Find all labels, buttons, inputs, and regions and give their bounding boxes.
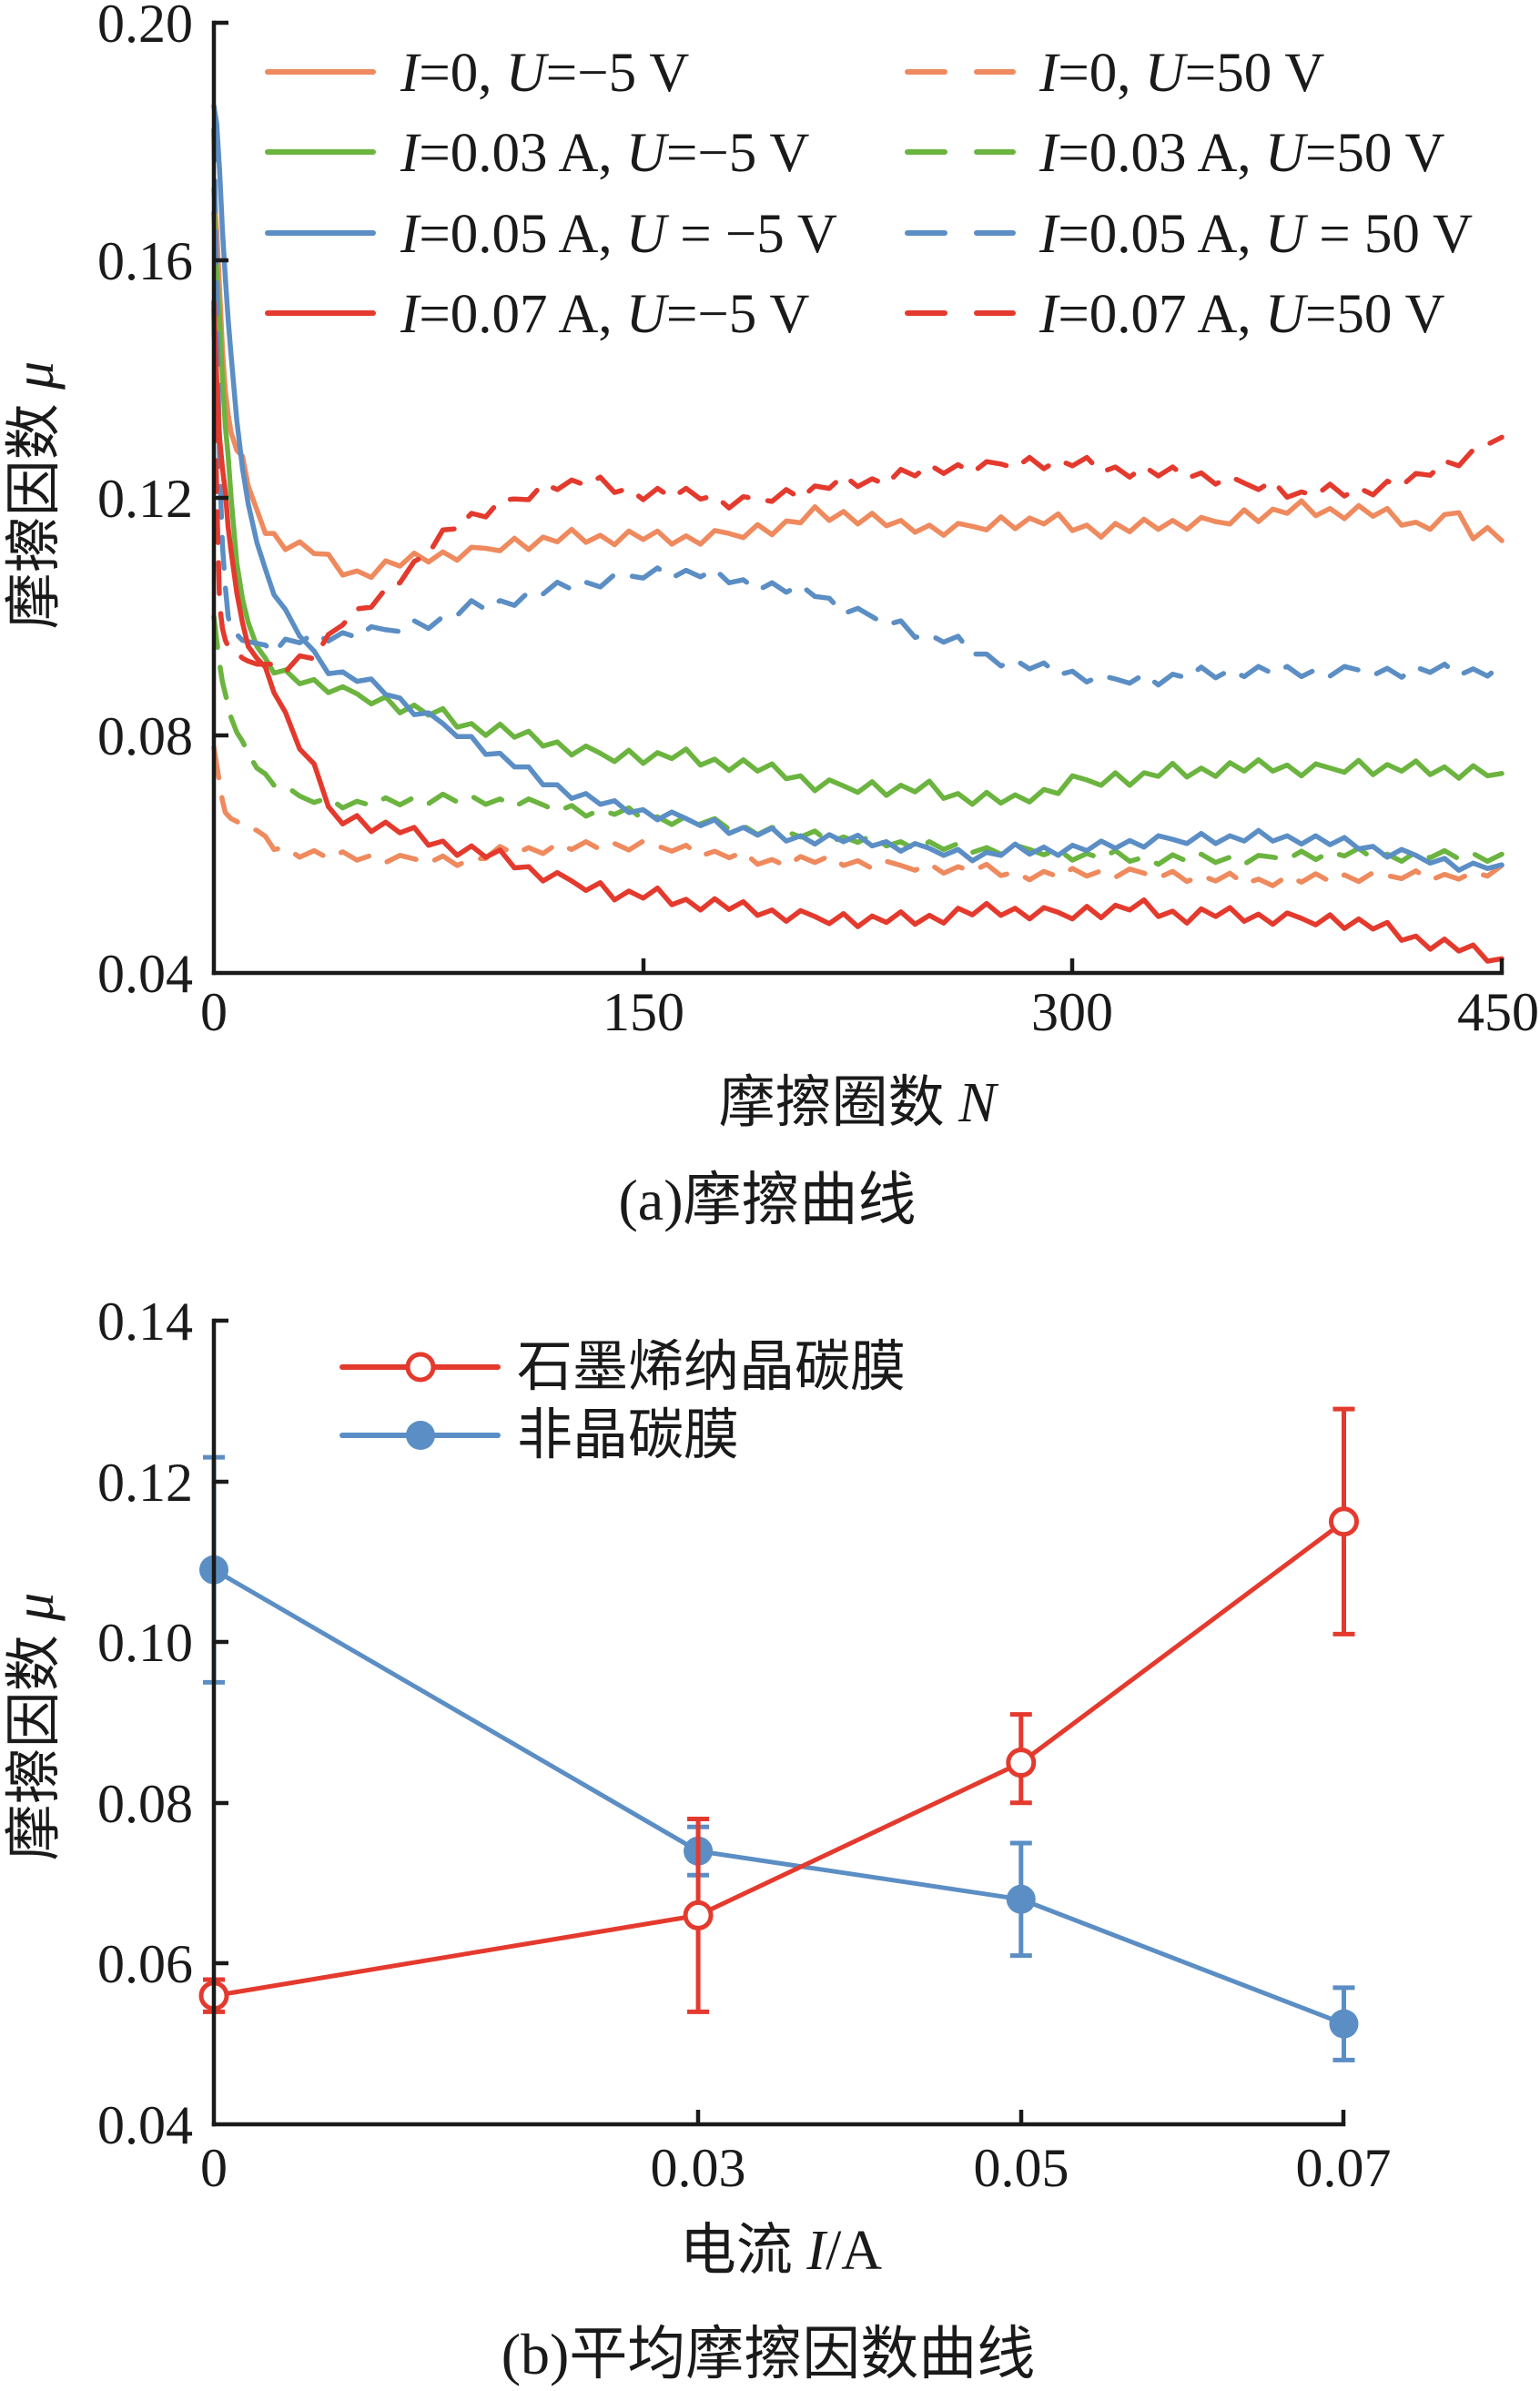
series-line-solid-0 bbox=[211, 186, 1505, 581]
legend-item: 石墨烯纳晶碳膜 bbox=[339, 1337, 906, 1398]
legend-item: 非晶碳膜 bbox=[339, 1405, 739, 1466]
x-tick-label: 150 bbox=[603, 982, 684, 1042]
x-tick-label: 0.03 bbox=[651, 2138, 746, 2198]
legend-item: I=0.05 A, U = −5 V bbox=[265, 204, 837, 265]
panel-a-friction-curves: 0.04 0.08 0.12 0.16 0.20 0 150 300 450 摩… bbox=[4, 0, 1539, 1232]
legend-item: I=0.03 A, U=−5 V bbox=[265, 123, 810, 184]
legend-item: I=0, U=−5 V bbox=[265, 43, 689, 104]
legend-label: I=0.07 A, U=−5 V bbox=[400, 284, 810, 345]
y-tick-label: 0.06 bbox=[97, 1934, 193, 1994]
legend-item: I=0.03 A, U=50 V bbox=[905, 123, 1445, 184]
legend-label: I=0.07 A, U=50 V bbox=[1038, 284, 1445, 345]
legend-label: 石墨烯纳晶碳膜 bbox=[517, 1337, 906, 1398]
legend: I=0, U=−5 V I=0, U=50 V I=0.03 A, U=−5 V… bbox=[265, 43, 1473, 345]
legend-label: I=0.05 A, U = 50 V bbox=[1038, 204, 1473, 265]
legend-label: I=0, U=−5 V bbox=[400, 43, 689, 104]
x-tick-label: 0 bbox=[200, 2138, 228, 2198]
x-axis-label: 电流 I/A bbox=[680, 2220, 882, 2282]
data-point bbox=[1006, 1884, 1036, 1914]
series-line-solid-2 bbox=[211, 210, 1505, 807]
y-tick-label: 0.12 bbox=[97, 469, 193, 529]
data-point bbox=[1329, 1506, 1359, 1537]
panel-b-average-friction: 0.04 0.06 0.08 0.10 0.12 0.14 0 0.03 0.0… bbox=[4, 1292, 1392, 2386]
legend-label: I=0.03 A, U=−5 V bbox=[400, 123, 810, 184]
y-tick-label: 0.04 bbox=[97, 944, 193, 1004]
plot-area bbox=[198, 1406, 1359, 2062]
y-tick-label: 0.20 bbox=[97, 0, 193, 54]
data-point bbox=[683, 1900, 714, 1930]
legend-label: I=0.03 A, U=50 V bbox=[1038, 123, 1445, 184]
x-axis-label: 摩擦圈数 N bbox=[719, 1072, 1000, 1134]
x-tick-label: 0 bbox=[200, 982, 228, 1042]
series-line-dashed-1 bbox=[211, 745, 1505, 888]
y-tick-label: 0.16 bbox=[97, 231, 193, 291]
x-tick-label: 450 bbox=[1457, 982, 1539, 1042]
y-tick-label: 0.08 bbox=[97, 706, 193, 766]
series-line bbox=[212, 1567, 1345, 2026]
legend-item: I=0, U=50 V bbox=[905, 43, 1324, 104]
legend-item: I=0.07 A, U=50 V bbox=[905, 284, 1445, 345]
series-0 bbox=[198, 1406, 1359, 2014]
series-line-dashed-3 bbox=[211, 613, 1505, 867]
series-line-dashed-5 bbox=[211, 127, 1505, 688]
y-axis-label: 摩擦因数 μ bbox=[4, 1593, 66, 1861]
y-tick-label: 0.08 bbox=[97, 1774, 193, 1834]
y-tick-label: 0.12 bbox=[97, 1453, 193, 1513]
plot-area bbox=[211, 103, 1505, 964]
y-tick-label: 0.10 bbox=[97, 1613, 193, 1673]
legend-item: I=0.07 A, U=−5 V bbox=[265, 284, 810, 345]
legend-label: I=0.05 A, U = −5 V bbox=[400, 204, 837, 265]
legend-item: I=0.05 A, U = 50 V bbox=[905, 204, 1473, 265]
y-axis-label: 摩擦因数 μ bbox=[4, 361, 66, 630]
series-line-dashed-7 bbox=[211, 305, 1505, 674]
x-tick-label: 0.05 bbox=[974, 2138, 1069, 2198]
panel-caption: (b)平均摩擦因数曲线 bbox=[502, 2322, 1036, 2386]
filled-circle-marker-icon bbox=[406, 1421, 435, 1450]
legend: 石墨烯纳晶碳膜 非晶碳膜 bbox=[339, 1337, 906, 1466]
series-line-solid-4 bbox=[211, 103, 1505, 873]
data-point bbox=[1329, 2009, 1359, 2039]
y-tick-label: 0.04 bbox=[97, 2095, 193, 2155]
legend-label: 非晶碳膜 bbox=[517, 1405, 739, 1466]
series-line bbox=[213, 1519, 1345, 1999]
open-circle-marker-icon bbox=[405, 1352, 436, 1383]
y-tick-label: 0.14 bbox=[97, 1292, 193, 1352]
data-point bbox=[1006, 1748, 1037, 1778]
legend-label: I=0, U=50 V bbox=[1038, 43, 1324, 104]
x-tick-label: 0.07 bbox=[1296, 2138, 1392, 2198]
x-tick-label: 300 bbox=[1031, 982, 1113, 1042]
panel-caption: (a)摩擦曲线 bbox=[618, 1168, 916, 1232]
series-line-solid-6 bbox=[211, 299, 1505, 964]
